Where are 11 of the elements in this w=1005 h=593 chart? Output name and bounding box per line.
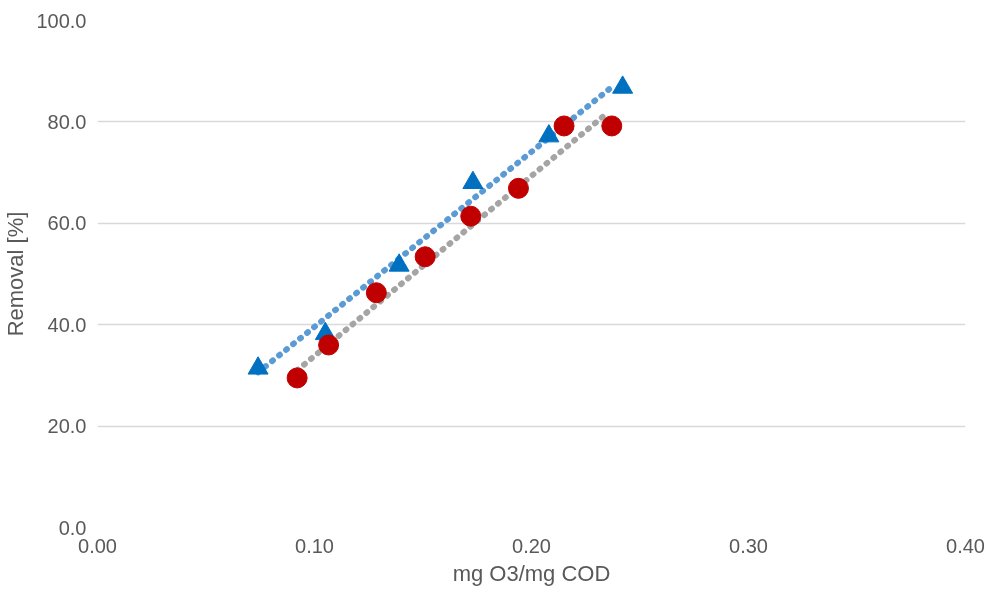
x-tick-label: 0.20 <box>512 534 551 557</box>
y-axis-title: Removal [%] <box>3 211 29 337</box>
y-tick-label: 40.0 <box>47 313 87 336</box>
y-tick-label: 20.0 <box>47 415 87 438</box>
x-axis-title: mg O3/mg COD <box>452 560 611 586</box>
x-tick-label: 0.10 <box>295 534 334 557</box>
y-tick-label: 100.0 <box>36 9 87 32</box>
x-tick-label: 0.30 <box>729 534 768 557</box>
y-tick-label: 80.0 <box>47 110 87 133</box>
x-tick-label: 0.40 <box>946 534 985 557</box>
y-tick-label: 60.0 <box>47 212 87 235</box>
